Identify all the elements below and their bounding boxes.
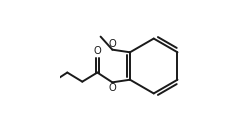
Text: O: O: [108, 39, 116, 49]
Text: O: O: [94, 46, 101, 56]
Text: O: O: [108, 83, 116, 93]
